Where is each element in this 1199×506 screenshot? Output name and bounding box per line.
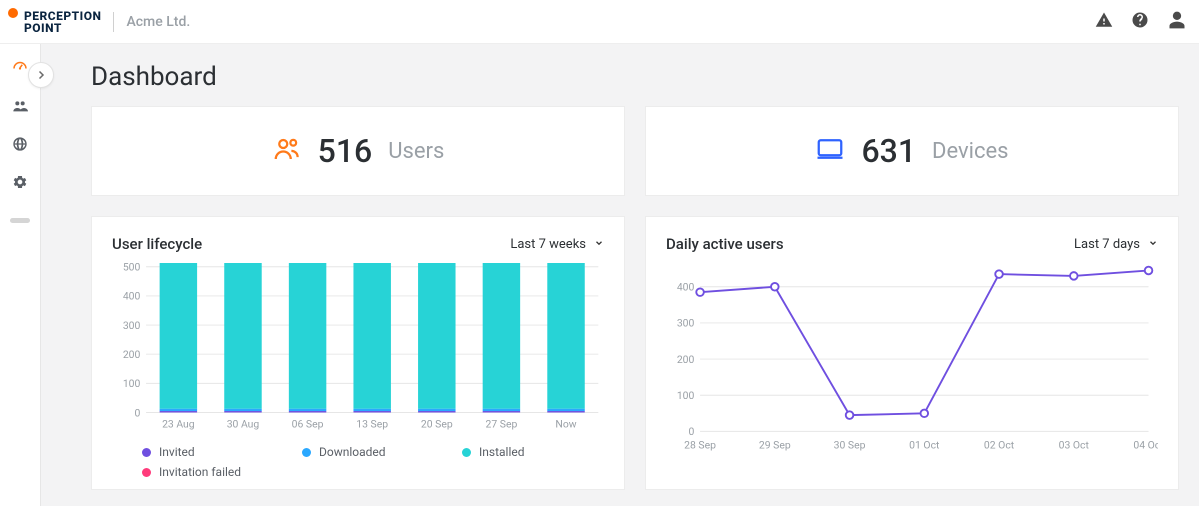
range-picker-lifecycle[interactable]: Last 7 weeks bbox=[510, 237, 604, 252]
users-icon bbox=[272, 134, 302, 168]
legend-label: Downloaded bbox=[319, 445, 386, 459]
svg-text:02 Oct: 02 Oct bbox=[984, 438, 1015, 451]
svg-text:30 Sep: 30 Sep bbox=[834, 438, 866, 451]
sidebar-item-users[interactable] bbox=[12, 98, 28, 118]
legend-swatch bbox=[142, 468, 151, 477]
svg-text:200: 200 bbox=[123, 348, 141, 361]
profile-icon[interactable] bbox=[1167, 10, 1187, 34]
svg-text:400: 400 bbox=[677, 281, 695, 294]
metric-card-devices: 631 Devices bbox=[645, 106, 1179, 196]
svg-text:28 Sep: 28 Sep bbox=[684, 438, 716, 451]
brand-dot-icon bbox=[8, 8, 18, 18]
svg-text:23 Aug: 23 Aug bbox=[162, 418, 195, 431]
legend-item: Invitation failed bbox=[142, 465, 262, 479]
sidebar-item-web[interactable] bbox=[12, 136, 28, 156]
legend-label: Invitation failed bbox=[159, 465, 241, 479]
legend-item: Installed bbox=[462, 445, 582, 459]
sidebar-drag-handle[interactable] bbox=[10, 218, 30, 223]
svg-text:01 Oct: 01 Oct bbox=[909, 438, 940, 451]
svg-text:Now: Now bbox=[555, 418, 576, 431]
svg-text:500: 500 bbox=[123, 263, 141, 274]
svg-text:0: 0 bbox=[689, 425, 695, 438]
devices-icon bbox=[815, 134, 845, 168]
divider bbox=[113, 12, 114, 32]
legend-swatch bbox=[142, 448, 151, 457]
svg-text:13 Sep: 13 Sep bbox=[356, 418, 388, 431]
legend-swatch bbox=[462, 448, 471, 457]
range-picker-dau[interactable]: Last 7 days bbox=[1074, 237, 1158, 252]
devices-count-value: 631 bbox=[861, 132, 916, 170]
chevron-down-icon bbox=[594, 237, 604, 251]
chart-card-dau: Daily active users Last 7 days 0 100 200 30… bbox=[645, 216, 1179, 490]
alerts-icon[interactable] bbox=[1095, 11, 1113, 33]
svg-text:100: 100 bbox=[123, 377, 141, 390]
brand-text-line2: POINT bbox=[24, 22, 101, 34]
svg-text:20 Sep: 20 Sep bbox=[421, 418, 453, 431]
svg-text:03 Oct: 03 Oct bbox=[1059, 438, 1090, 451]
svg-text:06 Sep: 06 Sep bbox=[292, 418, 324, 431]
users-count-value: 516 bbox=[318, 132, 373, 170]
svg-text:29 Sep: 29 Sep bbox=[759, 438, 791, 451]
svg-text:100: 100 bbox=[677, 389, 695, 402]
brand-logo[interactable]: PERCEPTION POINT bbox=[8, 10, 101, 34]
svg-text:0: 0 bbox=[135, 406, 141, 419]
legend-swatch bbox=[302, 448, 311, 457]
chart-card-lifecycle: User lifecycle Last 7 weeks 0 100 200 300 40… bbox=[91, 216, 625, 490]
brand-text-line1: PERCEPTION bbox=[24, 10, 101, 22]
users-count-label: Users bbox=[388, 139, 444, 164]
topbar: PERCEPTION POINT Acme Ltd. bbox=[0, 0, 1199, 44]
devices-count-label: Devices bbox=[932, 139, 1009, 164]
sidebar-item-settings[interactable] bbox=[12, 174, 28, 194]
lifecycle-chart: 0 100 200 300 400 500 23 Aug 30 Aug 06 Sep 13 Sep… bbox=[112, 263, 604, 433]
svg-text:200: 200 bbox=[677, 353, 695, 366]
chevron-down-icon bbox=[1148, 237, 1158, 251]
svg-text:300: 300 bbox=[123, 319, 141, 332]
org-name[interactable]: Acme Ltd. bbox=[126, 14, 190, 30]
legend-label: Installed bbox=[479, 445, 525, 459]
svg-text:04 Oct: 04 Oct bbox=[1133, 438, 1158, 451]
help-icon[interactable] bbox=[1131, 11, 1149, 33]
page-title: Dashboard bbox=[41, 44, 1199, 106]
legend-item: Invited bbox=[142, 445, 262, 459]
dau-chart: 0 100 200 300 400 28 Sep 29 Sep 30 Sep 01 Oct 02 … bbox=[666, 263, 1158, 452]
svg-text:400: 400 bbox=[123, 290, 141, 303]
main-content: Dashboard 516 Users 631 Devices bbox=[41, 44, 1199, 506]
svg-text:27 Sep: 27 Sep bbox=[486, 418, 518, 431]
metric-card-users: 516 Users bbox=[91, 106, 625, 196]
sidebar bbox=[0, 44, 40, 506]
legend-item: Downloaded bbox=[302, 445, 422, 459]
range-label: Last 7 weeks bbox=[510, 237, 586, 252]
lifecycle-legend: Invited Downloaded Installed Invitation fai… bbox=[112, 437, 604, 479]
chart-title-lifecycle: User lifecycle bbox=[112, 235, 202, 253]
svg-text:300: 300 bbox=[677, 317, 695, 330]
sidebar-item-dashboard[interactable] bbox=[11, 58, 29, 80]
svg-text:30 Aug: 30 Aug bbox=[227, 418, 260, 431]
legend-label: Invited bbox=[159, 445, 195, 459]
range-label: Last 7 days bbox=[1074, 237, 1140, 252]
sidebar-expand-button[interactable] bbox=[28, 62, 54, 88]
chart-title-dau: Daily active users bbox=[666, 235, 784, 253]
